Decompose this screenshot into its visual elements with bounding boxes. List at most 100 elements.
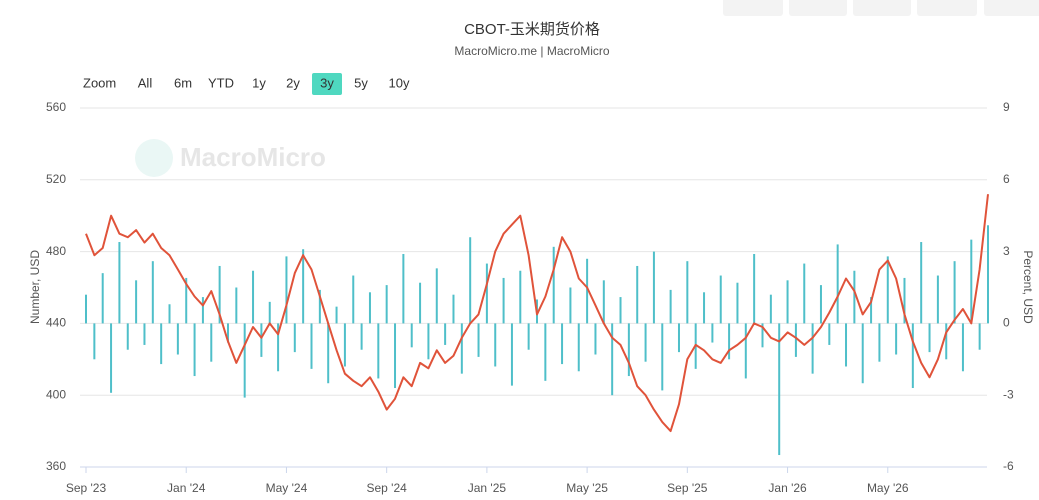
- bar: [602, 280, 605, 324]
- bar: [226, 323, 229, 343]
- price-line: [85, 194, 989, 433]
- zoom-button[interactable]: 1y: [252, 75, 266, 90]
- y-tick-label: 400: [46, 387, 66, 401]
- zoom-button[interactable]: 6m: [174, 75, 192, 90]
- bar: [510, 323, 513, 386]
- bar: [961, 323, 964, 372]
- zoom-button[interactable]: 5y: [354, 75, 368, 90]
- y-tick-label: 560: [46, 100, 66, 114]
- bar: [895, 323, 898, 355]
- toolbar: [723, 0, 1039, 16]
- bar: [686, 261, 689, 324]
- bar: [419, 282, 422, 324]
- x-tick-label: Sep '24: [367, 481, 408, 495]
- bar: [143, 323, 146, 345]
- bar: [160, 323, 163, 365]
- bar: [193, 323, 196, 377]
- bar: [101, 273, 104, 324]
- y2-axis-title: Percent, USD: [1021, 250, 1035, 324]
- toolbar-button[interactable]: [723, 0, 783, 16]
- bar: [485, 263, 488, 324]
- bar: [878, 323, 881, 362]
- bar: [252, 270, 255, 324]
- bar: [703, 292, 706, 324]
- bar: [110, 323, 113, 393]
- bar: [377, 323, 380, 379]
- bar: [527, 323, 530, 350]
- bar: [978, 323, 981, 350]
- bar: [310, 323, 313, 369]
- zoom-button[interactable]: 10y: [389, 75, 410, 90]
- bar: [794, 323, 797, 357]
- bar: [786, 280, 789, 324]
- x-tick-label: May '25: [566, 481, 608, 495]
- toolbar-button[interactable]: [789, 0, 847, 16]
- bar: [811, 323, 814, 374]
- y2-tick-label: -3: [1003, 387, 1014, 401]
- zoom-button[interactable]: 3y: [320, 75, 334, 90]
- bar: [285, 256, 288, 324]
- x-tick-label: Sep '25: [667, 481, 708, 495]
- bar: [652, 251, 655, 324]
- x-tick-label: May '24: [266, 481, 308, 495]
- bar: [870, 297, 873, 324]
- bar: [636, 265, 639, 324]
- bar: [360, 323, 363, 350]
- bar: [911, 323, 914, 389]
- bar: [135, 280, 138, 324]
- zoom-label: Zoom: [83, 75, 116, 90]
- toolbar-button[interactable]: [853, 0, 911, 16]
- bar: [318, 289, 321, 324]
- bar: [126, 323, 129, 350]
- x-tick-label: Jan '25: [468, 481, 507, 495]
- toolbar-button[interactable]: [917, 0, 977, 16]
- bar: [987, 225, 989, 324]
- bar: [828, 323, 831, 345]
- bar: [151, 261, 154, 324]
- bar: [569, 287, 572, 324]
- zoom-button[interactable]: All: [138, 75, 153, 90]
- bar: [778, 323, 781, 456]
- bar: [210, 323, 213, 362]
- bar: [552, 246, 555, 324]
- y-tick-label: 480: [46, 244, 66, 258]
- bar: [903, 277, 906, 324]
- x-tick-label: Jan '24: [167, 481, 206, 495]
- bar: [460, 323, 463, 374]
- bar: [577, 323, 580, 372]
- y2-tick-label: 9: [1003, 100, 1010, 114]
- bar: [953, 261, 956, 324]
- y2-tick-label: 3: [1003, 244, 1010, 258]
- bar: [761, 323, 764, 348]
- bar: [819, 285, 822, 324]
- zoom-button[interactable]: 2y: [286, 75, 300, 90]
- bar: [335, 306, 338, 324]
- bar: [753, 253, 756, 324]
- toolbar-button[interactable]: [984, 0, 1039, 16]
- zoom-button-active: [312, 73, 342, 95]
- bar: [594, 323, 597, 355]
- bar: [477, 323, 480, 357]
- bar: [302, 249, 305, 324]
- bar: [368, 292, 371, 324]
- zoom-button[interactable]: YTD: [208, 75, 234, 90]
- bar: [277, 323, 280, 372]
- bar: [861, 323, 864, 384]
- x-tick-label: Jan '26: [768, 481, 807, 495]
- bar: [176, 323, 179, 355]
- bar: [719, 275, 722, 324]
- bar: [385, 285, 388, 324]
- bar: [836, 244, 839, 324]
- bar: [803, 263, 806, 324]
- bar: [502, 277, 505, 324]
- y-tick-label: 440: [46, 316, 66, 330]
- bar: [260, 323, 263, 357]
- bar: [268, 301, 271, 324]
- bar: [661, 323, 664, 391]
- bar: [427, 323, 430, 360]
- bar: [185, 277, 188, 324]
- y2-tick-label: -6: [1003, 459, 1014, 473]
- bar: [201, 297, 204, 324]
- bar: [293, 323, 296, 353]
